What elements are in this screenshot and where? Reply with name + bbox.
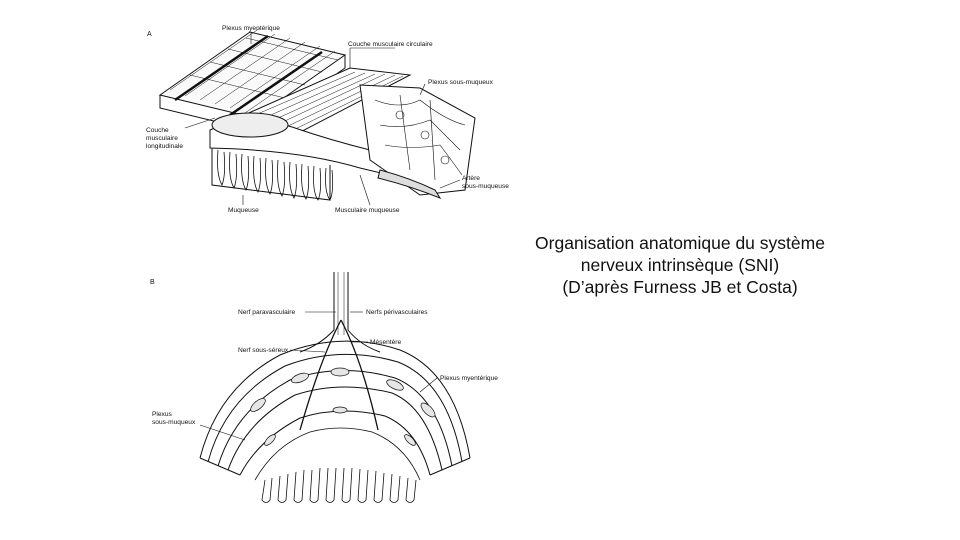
slide-caption: Organisation anatomique du système nerve… bbox=[500, 232, 860, 298]
caption-line-3: (D’après Furness JB et Costa) bbox=[562, 277, 798, 297]
label-plexus-myenterique-b: Plexus myentérique bbox=[440, 375, 498, 382]
label-couche-circulaire: Couche musculaire circulaire bbox=[348, 41, 433, 48]
label-musculaire-muqueuse: Musculaire muqueuse bbox=[335, 207, 400, 214]
label-nerf-paravasculaire: Nerf paravasculaire bbox=[238, 309, 296, 316]
label-plexus-sous-muqueux-b-2: sous-muqueux bbox=[152, 419, 196, 426]
label-plexus-sous-muqueux-a: Plexus sous-muqueux bbox=[428, 79, 494, 86]
figure-a-drawing bbox=[158, 27, 476, 206]
caption-line-2: nerveux intrinsèque (SNI) bbox=[580, 255, 780, 275]
figure-a-panel-label: A bbox=[147, 31, 152, 38]
label-couche-longitudinale-1: Couche bbox=[146, 127, 169, 134]
label-plexus-myenterique-a: Plexus myentérique bbox=[222, 25, 280, 32]
caption-line-1: Organisation anatomique du système bbox=[535, 233, 825, 253]
label-plexus-sous-muqueux-b-1: Plexus bbox=[152, 411, 172, 418]
figure-b-panel-label: B bbox=[150, 279, 155, 286]
label-nerfs-perivasculaires: Nerfs périvasculaires bbox=[366, 309, 428, 316]
label-muqueuse: Muqueuse bbox=[228, 207, 259, 214]
figure-b-drawing bbox=[199, 272, 471, 503]
label-mesentere: Mésentère bbox=[370, 339, 401, 346]
label-couche-longitudinale-3: longitudinale bbox=[146, 143, 183, 150]
label-artere-2: sous-muqueuse bbox=[462, 183, 509, 190]
label-nerf-sous-sereux: Nerf sous-séreux bbox=[238, 347, 289, 354]
label-artere-1: Artère bbox=[462, 175, 480, 182]
label-couche-longitudinale-2: musculaire bbox=[146, 135, 178, 142]
